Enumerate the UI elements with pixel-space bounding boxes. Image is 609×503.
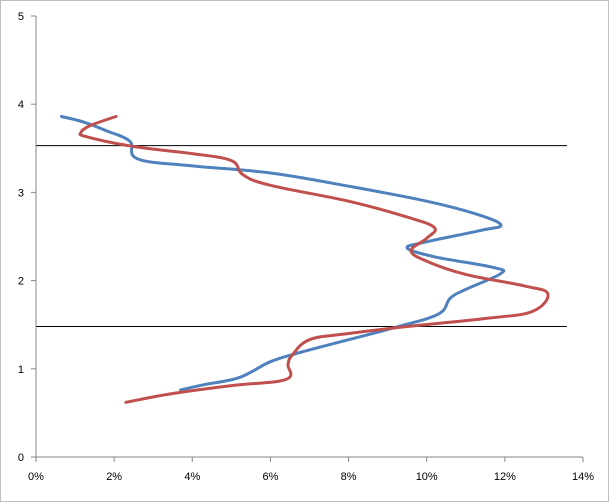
series-line-1 bbox=[59, 115, 506, 392]
y-tick-label: 2 bbox=[18, 276, 24, 288]
x-tick-label: 14% bbox=[572, 471, 594, 483]
x-tick-label: 4% bbox=[184, 471, 200, 483]
series-line-2 bbox=[78, 115, 550, 404]
y-tick-label: 4 bbox=[18, 99, 24, 111]
tick-labels: 0 1 2 3 4 5 0% 2% 4% 6% 8% 10% 12% 14% bbox=[18, 11, 594, 483]
y-tick-label: 5 bbox=[18, 11, 24, 23]
x-tick-label: 8% bbox=[341, 471, 357, 483]
x-tick-label: 2% bbox=[106, 471, 122, 483]
y-tick-label: 3 bbox=[18, 187, 24, 199]
x-tick-label: 6% bbox=[262, 471, 278, 483]
x-tick-label: 0% bbox=[28, 471, 44, 483]
x-tick-label: 12% bbox=[494, 471, 516, 483]
y-tick-label: 0 bbox=[18, 452, 24, 464]
axes bbox=[31, 15, 584, 462]
x-tick-label: 10% bbox=[416, 471, 438, 483]
y-tick-label: 1 bbox=[18, 364, 24, 376]
reference-lines bbox=[36, 145, 567, 327]
series-layer bbox=[59, 115, 550, 404]
